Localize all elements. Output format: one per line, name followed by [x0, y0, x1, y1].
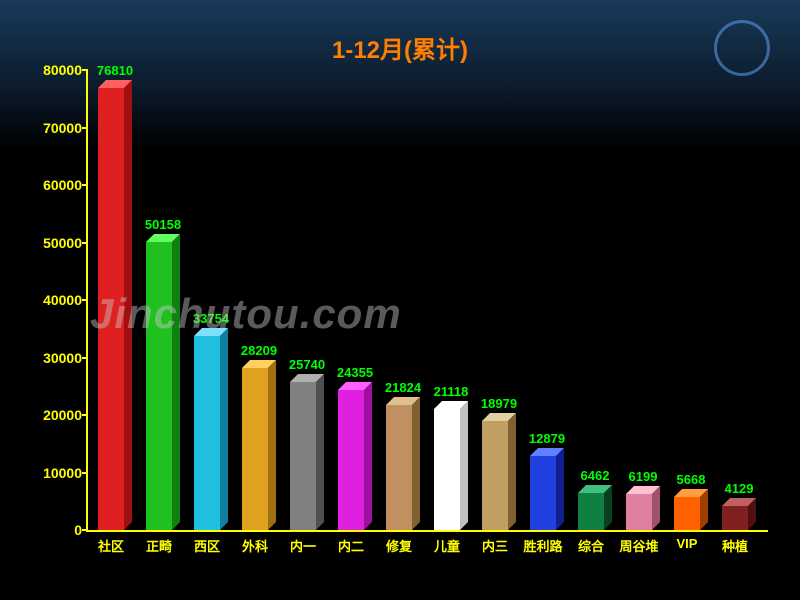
bar: [242, 368, 268, 530]
bar: [290, 382, 316, 530]
y-tick-label: 10000: [22, 465, 82, 481]
bar-value-label: 21824: [385, 380, 421, 395]
bar-value-label: 33754: [193, 311, 229, 326]
x-category-label: 内一: [290, 536, 316, 555]
bar: [482, 421, 508, 530]
bar-value-label: 50158: [145, 217, 181, 232]
bar-value-label: 6462: [581, 468, 610, 483]
y-tick-label: 30000: [22, 350, 82, 366]
x-category-label: 正畸: [146, 536, 172, 555]
x-category-label: 内二: [338, 536, 364, 555]
bar-value-label: 12879: [529, 431, 565, 446]
x-category-label: 社区: [98, 536, 124, 555]
bar: [98, 88, 124, 530]
bar: [386, 405, 412, 530]
x-category-label: 儿童: [434, 536, 460, 555]
y-tick-label: 0: [22, 522, 82, 538]
bar: [626, 494, 652, 530]
y-tick-label: 40000: [22, 292, 82, 308]
y-tick-mark: [82, 242, 88, 244]
chart-area: 0100002000030000400005000060000700008000…: [86, 70, 766, 548]
x-category-label: 综合: [578, 536, 604, 555]
bar: [530, 456, 556, 530]
bar: [146, 242, 172, 530]
x-category-label: VIP: [677, 536, 698, 551]
bar-value-label: 21118: [434, 384, 469, 399]
x-category-label: 外科: [242, 536, 268, 555]
bar: [194, 336, 220, 530]
bar-value-label: 6199: [629, 469, 658, 484]
bar: [578, 493, 604, 530]
bar: [674, 497, 700, 530]
x-category-label: 胜利路: [523, 536, 562, 555]
y-tick-mark: [82, 472, 88, 474]
y-tick-label: 60000: [22, 177, 82, 193]
bar: [434, 409, 460, 530]
y-tick-label: 70000: [22, 120, 82, 136]
page-root: 1-12月(累计) Jinchutou.com 0100002000030000…: [0, 0, 800, 600]
bar: [338, 390, 364, 530]
bar: [722, 506, 748, 530]
x-category-label: 西区: [194, 536, 220, 555]
chart-title: 1-12月(累计): [0, 30, 800, 65]
y-tick-mark: [82, 529, 88, 531]
plot-area: 0100002000030000400005000060000700008000…: [86, 70, 768, 532]
bar-value-label: 18979: [481, 396, 517, 411]
bar-value-label: 5668: [677, 472, 706, 487]
x-category-label: 种植: [722, 536, 748, 555]
bar-value-label: 4129: [725, 481, 754, 496]
x-category-label: 周谷堆: [619, 536, 658, 555]
bar-value-label: 25740: [289, 357, 325, 372]
y-tick-label: 50000: [22, 235, 82, 251]
bar-value-label: 76810: [97, 63, 133, 78]
y-tick-label: 80000: [22, 62, 82, 78]
y-tick-label: 20000: [22, 407, 82, 423]
y-tick-mark: [82, 357, 88, 359]
bar-value-label: 24355: [337, 365, 373, 380]
y-tick-mark: [82, 127, 88, 129]
y-tick-mark: [82, 414, 88, 416]
bar-value-label: 28209: [241, 343, 277, 358]
y-tick-mark: [82, 69, 88, 71]
x-category-label: 内三: [482, 536, 508, 555]
y-tick-mark: [82, 184, 88, 186]
y-tick-mark: [82, 299, 88, 301]
x-category-label: 修复: [386, 536, 412, 555]
